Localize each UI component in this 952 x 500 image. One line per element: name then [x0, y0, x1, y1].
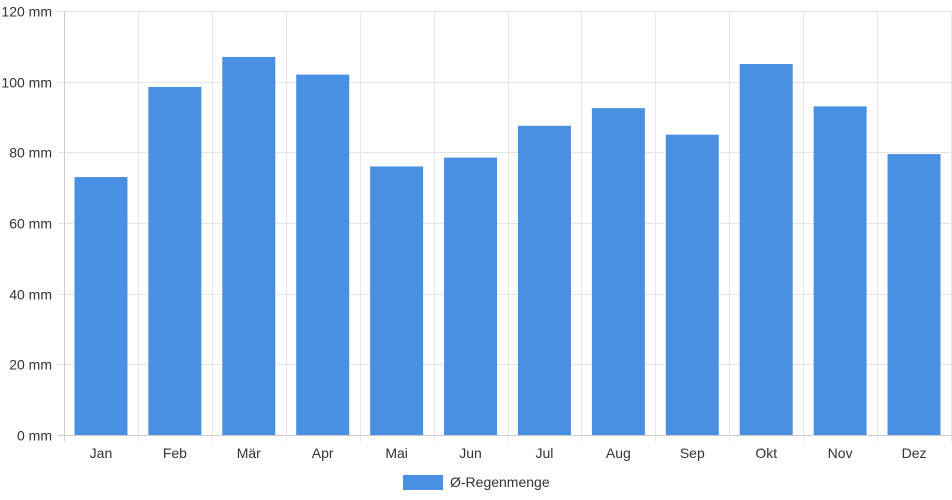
- x-tick-label: Dez: [902, 445, 927, 461]
- bar-Apr[interactable]: [296, 74, 350, 435]
- legend-label-0: Ø-Regenmenge: [450, 474, 550, 490]
- grid-lines: [58, 11, 952, 441]
- bar-Jan[interactable]: [74, 177, 128, 436]
- bar-Feb[interactable]: [148, 86, 202, 435]
- bars: [74, 56, 941, 436]
- legend-swatch-0: [403, 475, 443, 490]
- x-tick-label: Aug: [606, 445, 631, 461]
- y-tick-label: 60 mm: [9, 216, 52, 232]
- x-tick-label: Mär: [237, 445, 261, 461]
- bar-Mai[interactable]: [370, 166, 424, 435]
- y-tick-label: 100 mm: [1, 75, 52, 91]
- bar-Mär[interactable]: [222, 56, 276, 435]
- bar-Okt[interactable]: [739, 64, 793, 435]
- y-tick-label: 20 mm: [9, 357, 52, 373]
- x-tick-label: Feb: [163, 445, 187, 461]
- y-tick-label: 80 mm: [9, 145, 52, 161]
- bar-Dez[interactable]: [887, 154, 941, 435]
- axes: 0 mm 20 mm 40 mm 60 mm 80 mm 100 mm 120 mm Jan F…: [1, 4, 926, 462]
- bar-Aug[interactable]: [591, 108, 645, 436]
- x-tick-label: Okt: [755, 445, 777, 461]
- x-tick-label: Nov: [828, 445, 853, 461]
- x-tick-label: Apr: [312, 445, 334, 461]
- x-tick-label: Mai: [385, 445, 408, 461]
- legend[interactable]: Ø-Regenmenge: [403, 474, 550, 490]
- y-tick-label: 120 mm: [1, 4, 52, 20]
- bar-Jul[interactable]: [517, 125, 571, 435]
- x-tick-label: Jun: [459, 445, 482, 461]
- y-tick-label: 40 mm: [9, 287, 52, 303]
- y-tick-label: 0 mm: [17, 428, 52, 444]
- bar-Sep[interactable]: [665, 134, 719, 435]
- x-tick-label: Jan: [90, 445, 113, 461]
- x-tick-label: Sep: [680, 445, 705, 461]
- bar-Jun[interactable]: [444, 157, 498, 435]
- x-tick-label: Jul: [536, 445, 554, 461]
- bar-Nov[interactable]: [813, 106, 867, 436]
